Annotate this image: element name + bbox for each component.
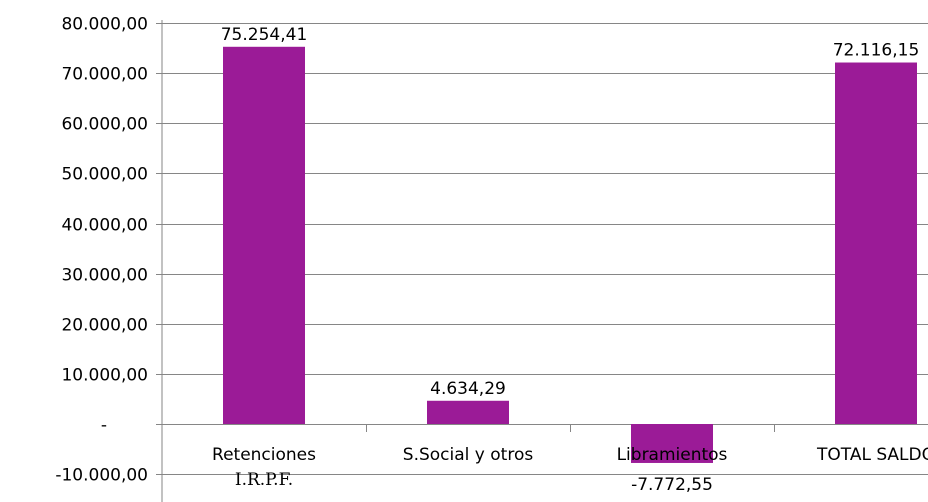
y-axis-ticks: 80.000,00 70.000,00 60.000,00 50.000,00 40.0…: [55, 15, 148, 486]
bar: [835, 62, 917, 425]
y-tick-label: 80.000,00: [61, 15, 148, 35]
y-tick-label: -: [101, 416, 107, 436]
data-label: 4.634,29: [430, 379, 506, 399]
category-label: Libramientos: [617, 445, 728, 465]
y-tick-label: 20.000,00: [61, 316, 148, 336]
bar: [427, 400, 509, 424]
data-label: 72.116,15: [833, 41, 920, 61]
category-labels: Retenciones I.R.P.F. S.Social y otros Libra…: [212, 445, 928, 490]
y-tick-label: 70.000,00: [61, 65, 148, 85]
category-label: TOTAL SALDO: [816, 445, 928, 465]
bars: [223, 46, 917, 463]
data-label: -7.772,55: [631, 475, 713, 495]
category-label: Retenciones: [212, 445, 316, 465]
bar: [631, 424, 713, 463]
category-label: S.Social y otros: [403, 445, 534, 465]
y-tick-label: -10.000,00: [55, 466, 148, 486]
y-tick-label: 60.000,00: [61, 115, 148, 135]
y-tick-label: 10.000,00: [61, 366, 148, 386]
x-axis-category-ticks: [366, 424, 775, 432]
y-tick-label: 30.000,00: [61, 266, 148, 286]
bar: [223, 46, 305, 425]
category-label: I.R.P.F.: [235, 470, 293, 490]
data-labels: 75.254,41 4.634,29 -7.772,55 72.116,15: [221, 25, 920, 495]
y-tick-label: 50.000,00: [61, 165, 148, 185]
y-tick-label: 40.000,00: [61, 216, 148, 236]
data-label: 75.254,41: [221, 25, 308, 45]
